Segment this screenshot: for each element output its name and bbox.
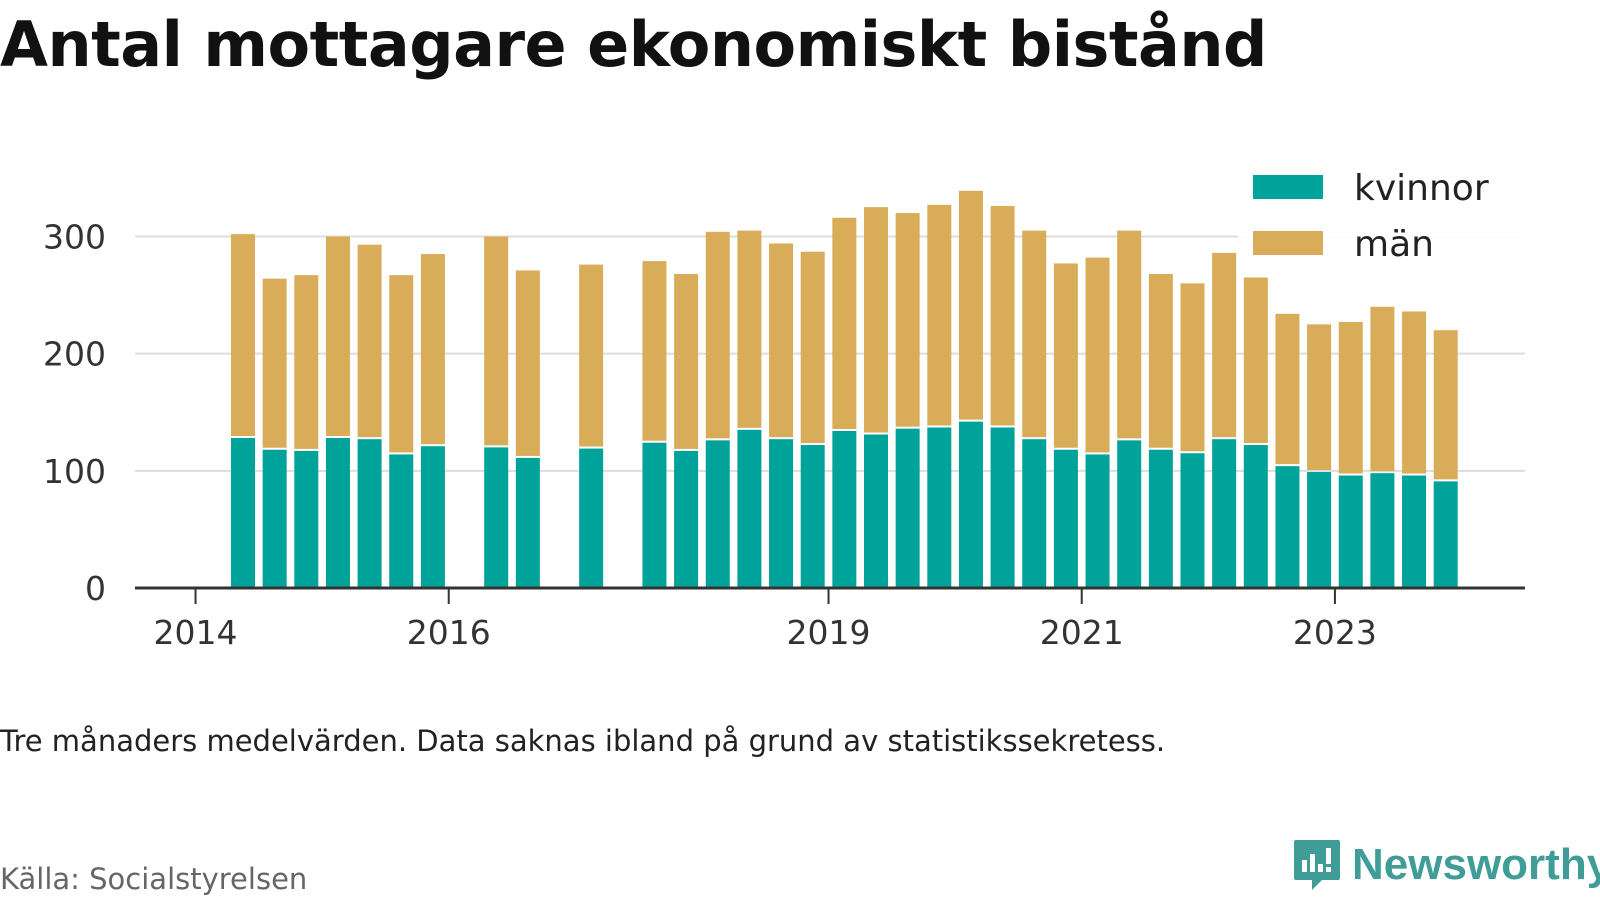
x-tick-label: 2014 — [154, 613, 238, 652]
bar-kvinnor — [832, 430, 857, 588]
bar-man — [705, 231, 730, 439]
bar-man — [1053, 263, 1078, 448]
legend-item-kvinnor: kvinnor — [1253, 168, 1489, 209]
bar-man — [1402, 311, 1427, 474]
bar-man — [800, 251, 825, 444]
axes: 0 100 200 300 2014 2016 2019 2021 2023 — [43, 217, 1525, 652]
bar-kvinnor — [642, 442, 667, 588]
bar-man — [1117, 230, 1142, 439]
bar-man — [1212, 252, 1237, 438]
bar-man — [769, 243, 794, 438]
bar-kvinnor — [1370, 473, 1395, 588]
bar-kvinnor — [294, 450, 319, 588]
bar-kvinnor — [1275, 466, 1300, 588]
bar-man — [1275, 313, 1300, 465]
y-tick-label: 200 — [43, 335, 106, 374]
bar-man — [1180, 283, 1205, 452]
bar-kvinnor — [262, 449, 287, 588]
x-tick-label: 2016 — [407, 613, 491, 652]
bar-man — [420, 254, 445, 445]
y-tick-label: 0 — [85, 569, 106, 608]
bar-kvinnor — [1243, 445, 1268, 588]
bar-man — [515, 270, 540, 456]
bar-kvinnor — [579, 448, 604, 588]
bar-kvinnor — [1053, 449, 1078, 588]
legend-item-man: män — [1253, 224, 1434, 265]
bar-kvinnor — [1402, 475, 1427, 588]
bar-man — [737, 230, 762, 428]
y-tick-label: 100 — [43, 452, 106, 491]
bar-man — [262, 278, 287, 448]
bar-man — [895, 213, 920, 427]
bar-kvinnor — [1338, 475, 1363, 588]
bar-man — [231, 234, 255, 437]
bar-man — [864, 207, 888, 433]
bar-man — [484, 236, 509, 446]
bars — [231, 190, 1458, 588]
legend-swatch — [1253, 231, 1323, 255]
bar-kvinnor — [674, 450, 699, 588]
bar-man — [294, 275, 319, 449]
bar-man — [958, 190, 983, 420]
bar-man — [832, 217, 857, 429]
source-text: Källa: Socialstyrelsen — [0, 862, 308, 896]
bar-man — [1022, 230, 1047, 438]
bar-man — [1307, 324, 1332, 471]
bar-man — [1148, 273, 1173, 448]
bar-man — [990, 206, 1015, 426]
bar-kvinnor — [231, 438, 255, 588]
legend-label: män — [1354, 224, 1434, 265]
bar-kvinnor — [420, 446, 445, 588]
legend: kvinnor män — [1238, 160, 1540, 270]
bar-kvinnor — [990, 427, 1015, 588]
bar-kvinnor — [1117, 440, 1142, 588]
bar-kvinnor — [1180, 453, 1205, 588]
bar-kvinnor — [357, 439, 382, 588]
bar-man — [642, 261, 667, 441]
bar-man — [357, 244, 382, 438]
bar-man — [389, 275, 414, 453]
bar-kvinnor — [484, 447, 509, 588]
chart-title: Antal mottagare ekonomiskt bistånd — [0, 8, 1267, 81]
brand-logo: Newsworthy — [1292, 838, 1600, 892]
bar-kvinnor — [1148, 449, 1173, 588]
chart-note: Tre månaders medelvärden. Data saknas ib… — [0, 724, 1166, 758]
legend-swatch — [1253, 175, 1323, 199]
y-tick-label: 300 — [43, 217, 106, 256]
bar-kvinnor — [389, 454, 414, 588]
bar-man — [1338, 322, 1363, 474]
bar-kvinnor — [895, 428, 920, 588]
bar-kvinnor — [1307, 472, 1332, 588]
bar-man — [674, 273, 699, 449]
bar-kvinnor — [958, 421, 983, 588]
x-tick-label: 2021 — [1040, 613, 1124, 652]
x-tick-label: 2019 — [787, 613, 871, 652]
bar-kvinnor — [1085, 454, 1110, 588]
bar-man — [325, 236, 350, 437]
bar-man — [927, 204, 952, 426]
bar-kvinnor — [515, 457, 540, 588]
bar-kvinnor — [864, 434, 888, 588]
bar-kvinnor — [1022, 439, 1047, 588]
bar-chart-speech-bubble-icon — [1294, 840, 1340, 890]
legend-label: kvinnor — [1354, 168, 1489, 209]
bar-man — [1085, 257, 1110, 453]
bar-kvinnor — [1212, 439, 1237, 588]
bar-kvinnor — [769, 439, 794, 588]
brand-name: Newsworthy — [1352, 840, 1600, 889]
bar-kvinnor — [325, 438, 350, 588]
x-tick-label: 2023 — [1293, 613, 1377, 652]
bar-chart: 0 100 200 300 2014 2016 2019 2021 2023 kvinnor mä… — [43, 160, 1540, 652]
bar-man — [1433, 330, 1458, 480]
bar-kvinnor — [800, 445, 825, 588]
bar-kvinnor — [1433, 481, 1458, 588]
bar-man — [1243, 277, 1268, 444]
bar-man — [579, 264, 604, 447]
bar-man — [1370, 306, 1395, 472]
bar-kvinnor — [705, 440, 730, 588]
bar-kvinnor — [927, 427, 952, 588]
bar-kvinnor — [737, 429, 762, 588]
